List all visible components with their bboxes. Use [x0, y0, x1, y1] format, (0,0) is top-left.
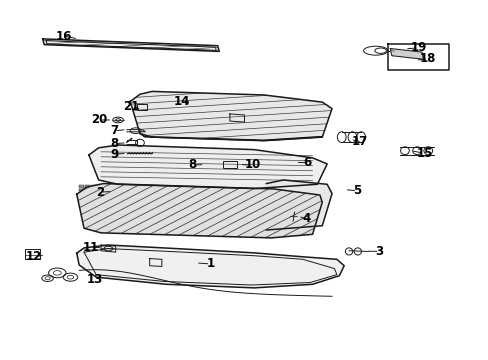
Text: 12: 12 — [26, 250, 42, 263]
FancyBboxPatch shape — [85, 196, 90, 199]
Text: 11: 11 — [82, 241, 98, 255]
Text: 20: 20 — [91, 113, 107, 126]
Polygon shape — [77, 184, 322, 238]
FancyBboxPatch shape — [79, 192, 84, 195]
Text: 9: 9 — [110, 148, 119, 161]
Text: 19: 19 — [409, 41, 426, 54]
Polygon shape — [42, 39, 219, 51]
Text: 10: 10 — [244, 158, 261, 171]
Text: 6: 6 — [303, 156, 311, 169]
FancyBboxPatch shape — [79, 199, 84, 202]
FancyBboxPatch shape — [97, 192, 102, 195]
Polygon shape — [266, 180, 331, 230]
Text: 21: 21 — [123, 100, 140, 113]
FancyBboxPatch shape — [102, 189, 107, 192]
FancyBboxPatch shape — [85, 192, 90, 195]
Text: 8: 8 — [110, 137, 119, 150]
Text: 17: 17 — [351, 135, 367, 148]
FancyBboxPatch shape — [85, 199, 90, 202]
FancyBboxPatch shape — [97, 185, 102, 188]
FancyBboxPatch shape — [102, 196, 107, 199]
Text: 2: 2 — [96, 186, 104, 199]
FancyBboxPatch shape — [91, 192, 96, 195]
Text: 1: 1 — [206, 257, 214, 270]
FancyBboxPatch shape — [97, 199, 102, 202]
Polygon shape — [89, 145, 326, 189]
Polygon shape — [77, 245, 344, 288]
FancyBboxPatch shape — [85, 189, 90, 192]
Text: 7: 7 — [110, 124, 119, 137]
FancyBboxPatch shape — [79, 185, 84, 188]
Text: 15: 15 — [415, 147, 432, 160]
FancyBboxPatch shape — [102, 185, 107, 188]
FancyBboxPatch shape — [91, 196, 96, 199]
FancyBboxPatch shape — [97, 196, 102, 199]
Text: 8: 8 — [188, 158, 196, 171]
FancyBboxPatch shape — [102, 192, 107, 195]
Text: 3: 3 — [375, 245, 383, 258]
Text: 14: 14 — [174, 95, 190, 108]
FancyBboxPatch shape — [97, 189, 102, 192]
FancyBboxPatch shape — [102, 199, 107, 202]
FancyBboxPatch shape — [91, 189, 96, 192]
FancyBboxPatch shape — [79, 196, 84, 199]
Text: 13: 13 — [87, 273, 103, 286]
FancyBboxPatch shape — [91, 199, 96, 202]
FancyBboxPatch shape — [85, 185, 90, 188]
FancyBboxPatch shape — [79, 189, 84, 192]
Polygon shape — [130, 91, 331, 141]
Text: 18: 18 — [419, 52, 436, 65]
FancyBboxPatch shape — [91, 185, 96, 188]
Polygon shape — [389, 49, 423, 59]
Text: 5: 5 — [352, 184, 361, 197]
Text: 4: 4 — [302, 212, 310, 225]
Text: 16: 16 — [55, 30, 72, 42]
